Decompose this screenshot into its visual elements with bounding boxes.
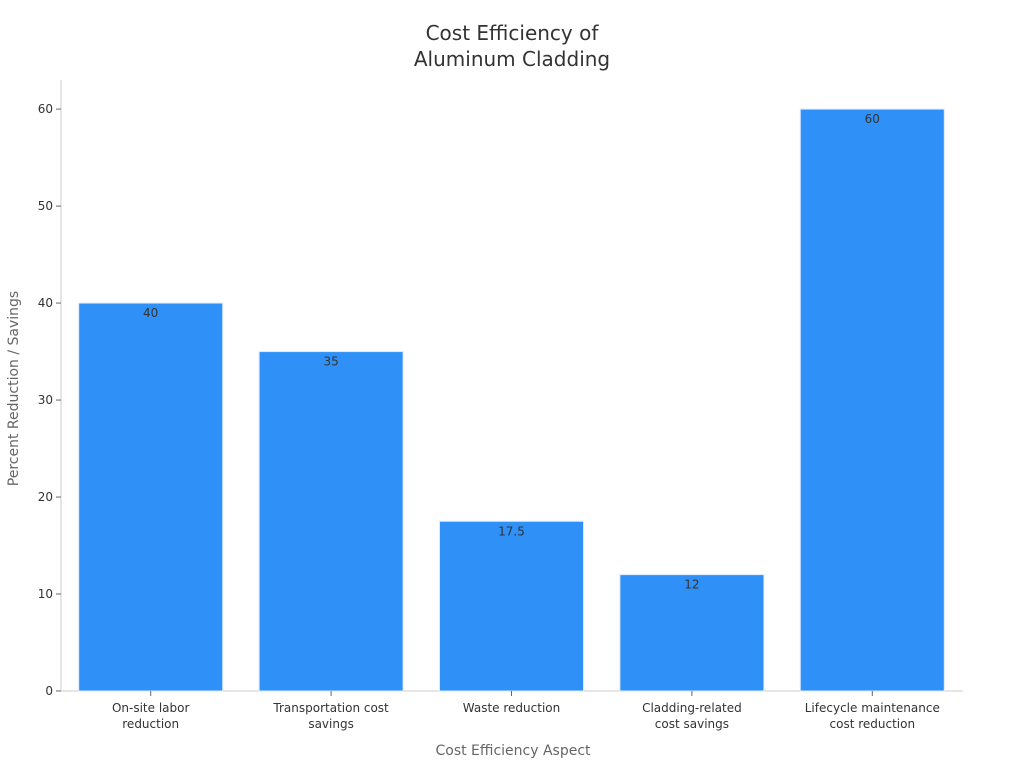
- x-tick-label-2: savings: [308, 717, 354, 731]
- bar-1: [78, 302, 224, 692]
- bar-3: [439, 520, 584, 692]
- bar-4: [619, 574, 765, 692]
- data-label-4: 12: [684, 578, 699, 592]
- x-axis-ticks: On-site labor reduction Transportation cos…: [112, 691, 940, 731]
- y-tick-label: 50: [38, 199, 53, 213]
- x-axis-label: Cost Efficiency Aspect: [435, 743, 591, 759]
- chart-title-line-2: Aluminum Cladding: [414, 47, 610, 71]
- chart-title-line-1: Cost Efficiency of: [426, 21, 600, 45]
- data-labels: 40 35 17.5 12 60: [143, 112, 880, 592]
- x-tick-label-4: Cladding-related: [642, 701, 742, 715]
- y-tick-label: 10: [38, 587, 53, 601]
- y-tick-label: 0: [45, 684, 53, 698]
- data-label-1: 40: [143, 306, 158, 320]
- y-axis-ticks: 0 10 20 30 40 50 60: [38, 102, 61, 698]
- y-tick-label: 20: [38, 490, 53, 504]
- bar-5: [799, 108, 945, 692]
- x-tick-label-2: Transportation cost: [272, 701, 389, 715]
- x-tick-label-4: cost savings: [655, 717, 729, 731]
- y-tick-label: 60: [38, 102, 53, 116]
- bars: [78, 108, 945, 692]
- x-tick-label-3: Waste reduction: [463, 701, 560, 715]
- bar-2: [258, 351, 404, 692]
- data-label-2: 35: [323, 355, 338, 369]
- data-label-3: 17.5: [498, 524, 525, 538]
- x-tick-label-1: reduction: [122, 717, 179, 731]
- y-axis-label: Percent Reduction / Savings: [6, 291, 22, 486]
- x-tick-label-1: On-site labor: [112, 701, 190, 715]
- y-axis-title: Percent Reduction / Savings: [6, 291, 22, 486]
- y-tick-label: 40: [38, 296, 53, 310]
- x-tick-label-5: Lifecycle maintenance: [805, 701, 940, 715]
- x-axis-title: Cost Efficiency Aspect: [435, 743, 591, 759]
- x-tick-label-5: cost reduction: [830, 717, 916, 731]
- y-tick-label: 30: [38, 393, 53, 407]
- data-label-5: 60: [865, 112, 880, 126]
